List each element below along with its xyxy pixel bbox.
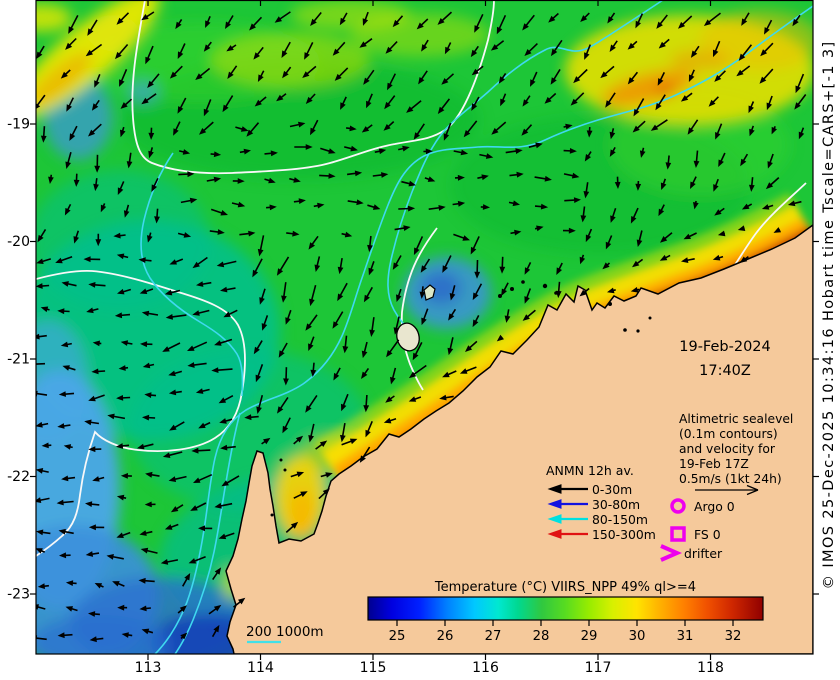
colorbar-tick-label: 32	[725, 629, 742, 644]
y-tick-label: -19	[7, 117, 30, 133]
colorbar-tick-label: 28	[533, 629, 550, 644]
argo-marker-icon	[670, 498, 686, 514]
colorbar-tick-label: 25	[389, 629, 406, 644]
colorbar-tick-label: 31	[677, 629, 694, 644]
x-tick-label: 118	[697, 660, 724, 676]
copyright-text: © IMOS 25-Dec-2025 10:34:16 Hobart time …	[821, 40, 837, 590]
map-date: 19-Feb-2024	[679, 339, 771, 355]
x-tick-label: 114	[247, 660, 274, 676]
islands	[270, 280, 652, 517]
anmn-item-label: 150-300m	[592, 527, 656, 542]
altimetry-info-text: Altimetric sealevel (0.1m contours) and …	[679, 412, 794, 486]
fs-legend-label: FS 0	[694, 527, 721, 542]
velocity-reference-arrow	[695, 484, 759, 496]
bathymetry-contours	[140, 0, 813, 654]
map-time: 17:40Z	[699, 363, 751, 379]
drifter-legend-label: drifter	[684, 546, 723, 561]
colorbar-tick-label: 27	[485, 629, 502, 644]
anmn-legend-title: ANMN 12h av.	[546, 463, 634, 478]
scalebar-label: 200 1000m	[246, 624, 324, 640]
anmn-item-label: 0-30m	[592, 482, 633, 497]
map-frame	[30, 0, 819, 660]
sst-field	[36, 0, 813, 654]
current-arrows	[36, 11, 807, 643]
anmn-item-label: 30-80m	[592, 497, 641, 512]
anmn-depth-arrows	[547, 484, 588, 539]
x-tick-label: 116	[472, 660, 499, 676]
fs-marker-icon	[670, 526, 686, 542]
anmn-item-label: 80-150m	[592, 512, 648, 527]
argo-legend-label: Argo 0	[694, 499, 735, 514]
y-tick-label: -23	[7, 587, 30, 603]
colorbar-tick-label: 29	[581, 629, 598, 644]
y-tick-label: -22	[7, 469, 30, 485]
y-tick-label: -20	[7, 234, 30, 250]
colorbar-title: Temperature (°C) VIIRS_NPP 49% ql>=4	[434, 580, 697, 595]
y-tick-label: -21	[7, 352, 30, 368]
colorbar-tick-label: 26	[437, 629, 454, 644]
x-tick-label: 115	[360, 660, 387, 676]
sealevel-contours	[36, 0, 807, 557]
x-tick-label: 117	[585, 660, 612, 676]
colorbar-tick-label: 30	[629, 629, 646, 644]
axis-labels: 113 114 115 116 117 118 -19 -20 -21 -22 …	[7, 117, 724, 677]
x-tick-label: 113	[135, 660, 162, 676]
drifter-marker-icon	[660, 544, 682, 562]
temperature-colorbar: 25 26 27 28 29 30 31 32	[367, 596, 764, 644]
